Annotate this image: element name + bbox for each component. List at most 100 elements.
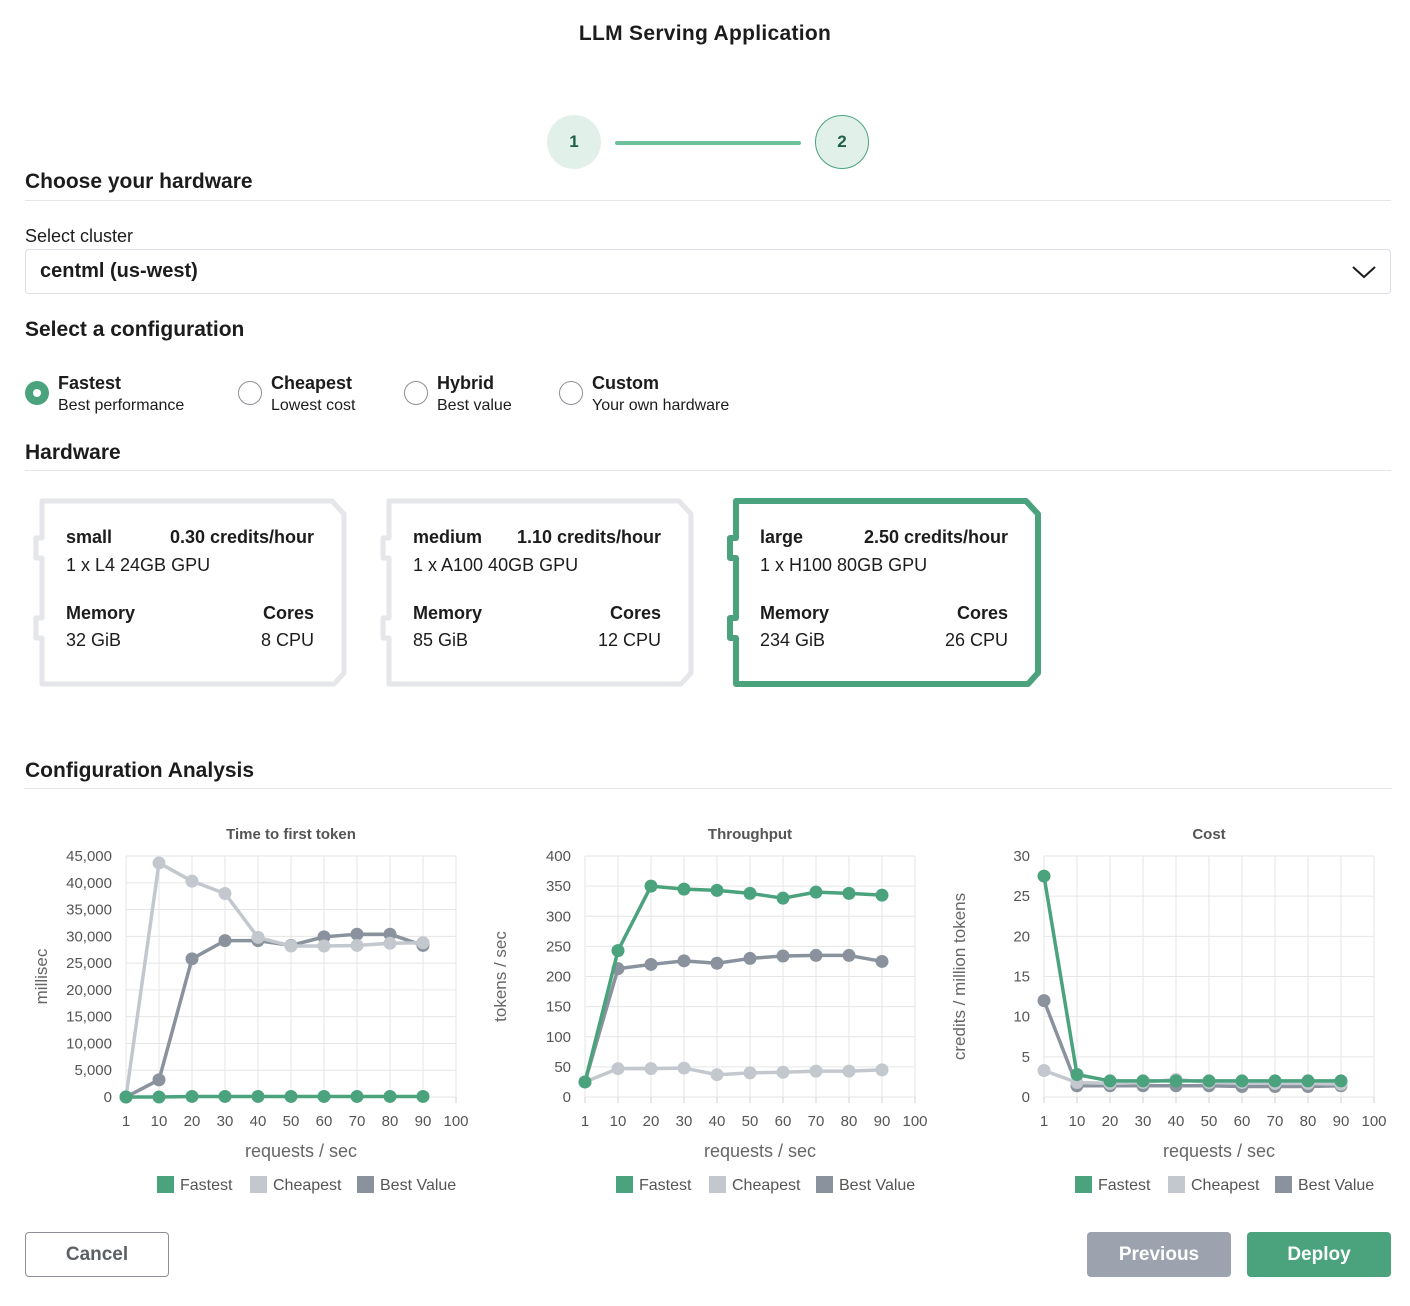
data-point [1301,1074,1315,1088]
radio-subtitle: Best performance [58,397,185,414]
data-point [842,886,856,900]
x-tick-label: 70 [808,1113,825,1130]
radio-button-cheapest[interactable] [238,381,262,405]
legend-label[interactable]: Fastest [180,1177,233,1194]
memory-label: Memory [413,603,483,623]
hardware-name: medium [413,527,483,547]
previous-button[interactable]: Previous [1087,1232,1231,1277]
y-tick-label: 5 [1022,1049,1030,1066]
legend-swatch [1168,1176,1185,1193]
cores-value: 8 CPU [260,630,314,650]
x-tick-label: 90 [1333,1113,1350,1130]
radio-button-hybrid[interactable] [404,381,428,405]
y-tick-label: 20 [1013,928,1030,945]
legend-swatch [816,1176,833,1193]
y-tick-label: 15 [1013,969,1030,986]
x-tick-label: 90 [874,1113,891,1130]
legend-label[interactable]: Cheapest [732,1177,801,1194]
x-tick-label: 30 [217,1113,234,1130]
legend-swatch [357,1176,374,1193]
divider [25,470,1391,471]
legend-label[interactable]: Best Value [1298,1177,1374,1194]
chart-svg: Cost 0 5 10 15 20 25 30 1 10 20 30 40 50 60 70 80 90 100 re… [950,826,1387,1194]
legend-label[interactable]: Best Value [839,1177,915,1194]
chart-title: Cost [1192,826,1225,843]
x-tick-label: 40 [250,1113,267,1130]
y-tick-label: 30 [1013,848,1030,865]
data-point [1268,1074,1282,1088]
y-tick-label: 0 [563,1089,571,1106]
cluster-label: Select cluster [25,226,134,246]
legend-label[interactable]: Best Value [380,1177,456,1194]
x-tick-label: 1 [581,1113,589,1130]
deploy-button[interactable]: Deploy [1247,1232,1391,1277]
y-axis-label: credits / million tokens [950,893,969,1060]
radio-button-fastest[interactable] [25,381,49,405]
y-tick-label: 10,000 [66,1035,112,1052]
series-line-fastest [126,1094,423,1099]
radio-cheapest[interactable]: Cheapest Lowest cost [238,372,355,417]
radio-button-custom[interactable] [559,381,583,405]
x-tick-label: 20 [643,1113,660,1130]
data-point [284,939,298,953]
radio-hybrid[interactable]: Hybrid Best value [404,372,512,417]
x-tick-label: 30 [1135,1113,1152,1130]
step-2[interactable]: 2 [815,115,869,169]
legend-label[interactable]: Cheapest [273,1177,342,1194]
data-point [644,879,658,893]
y-tick-label: 200 [546,969,571,986]
legend-label[interactable]: Cheapest [1191,1177,1260,1194]
data-point [677,954,691,968]
x-tick-label: 50 [283,1113,300,1130]
card-frame [380,498,694,687]
chevron-down-icon [1352,266,1376,279]
hardware-card-small[interactable]: small 0.30 credits/hour 1 x L4 24GB GPU … [32,498,347,687]
y-tick-label: 35,000 [66,902,112,919]
x-tick-label: 40 [1168,1113,1185,1130]
chart-throughput: Throughput 0 50 100 150 200 250 300 350 400 1 10 20 3… [484,815,943,1205]
y-tick-label: 150 [546,999,571,1016]
cluster-select[interactable]: centml (us-west) [25,249,1391,294]
data-point [218,886,232,900]
radio-title: Cheapest [271,373,353,393]
hardware-card-medium[interactable]: medium 1.10 credits/hour 1 x A100 40GB G… [379,498,694,687]
data-point [1103,1074,1117,1088]
legend-swatch [157,1176,174,1193]
y-tick-label: 400 [546,848,571,865]
x-tick-label: 60 [316,1113,333,1130]
radio-custom[interactable]: Custom Your own hardware [559,372,729,417]
radio-fastest[interactable]: Fastest Best performance [25,372,184,417]
legend-label[interactable]: Fastest [1098,1177,1151,1194]
data-point [1136,1074,1150,1088]
y-tick-label: 10 [1013,1009,1030,1026]
x-tick-label: 70 [349,1113,366,1130]
y-tick-label: 350 [546,878,571,895]
step-1[interactable]: 1 [547,115,601,169]
hardware-card-large[interactable]: large 2.50 credits/hour 1 x H100 80GB GP… [726,498,1041,687]
x-tick-label: 60 [1234,1113,1251,1130]
cancel-button[interactable]: Cancel [25,1232,169,1277]
card-frame [33,498,347,687]
data-point [416,936,430,950]
memory-label: Memory [66,603,136,623]
data-point [611,944,625,958]
data-point [383,1089,397,1103]
legend-label[interactable]: Fastest [639,1177,692,1194]
cores-value: 26 CPU [944,630,1008,650]
x-tick-label: 50 [1201,1113,1218,1130]
data-point [119,1090,133,1104]
legend-swatch [1275,1176,1292,1193]
section-title-analysis: Configuration Analysis [25,759,255,782]
series-line-cheapest [124,861,424,1098]
chart-svg: Time to first token 0 5,000 10,000 15,000 20,… [32,826,469,1194]
cores-label: Cores [609,603,661,623]
series-line-best-value [125,932,424,1099]
radio-title: Hybrid [437,373,495,393]
x-tick-label: 100 [443,1113,468,1130]
legend-swatch [616,1176,633,1193]
data-point [350,927,364,941]
y-axis-label: millisec [32,948,51,1004]
data-point [152,1073,166,1087]
y-tick-label: 30,000 [66,928,112,945]
memory-value: 234 GiB [760,630,826,650]
